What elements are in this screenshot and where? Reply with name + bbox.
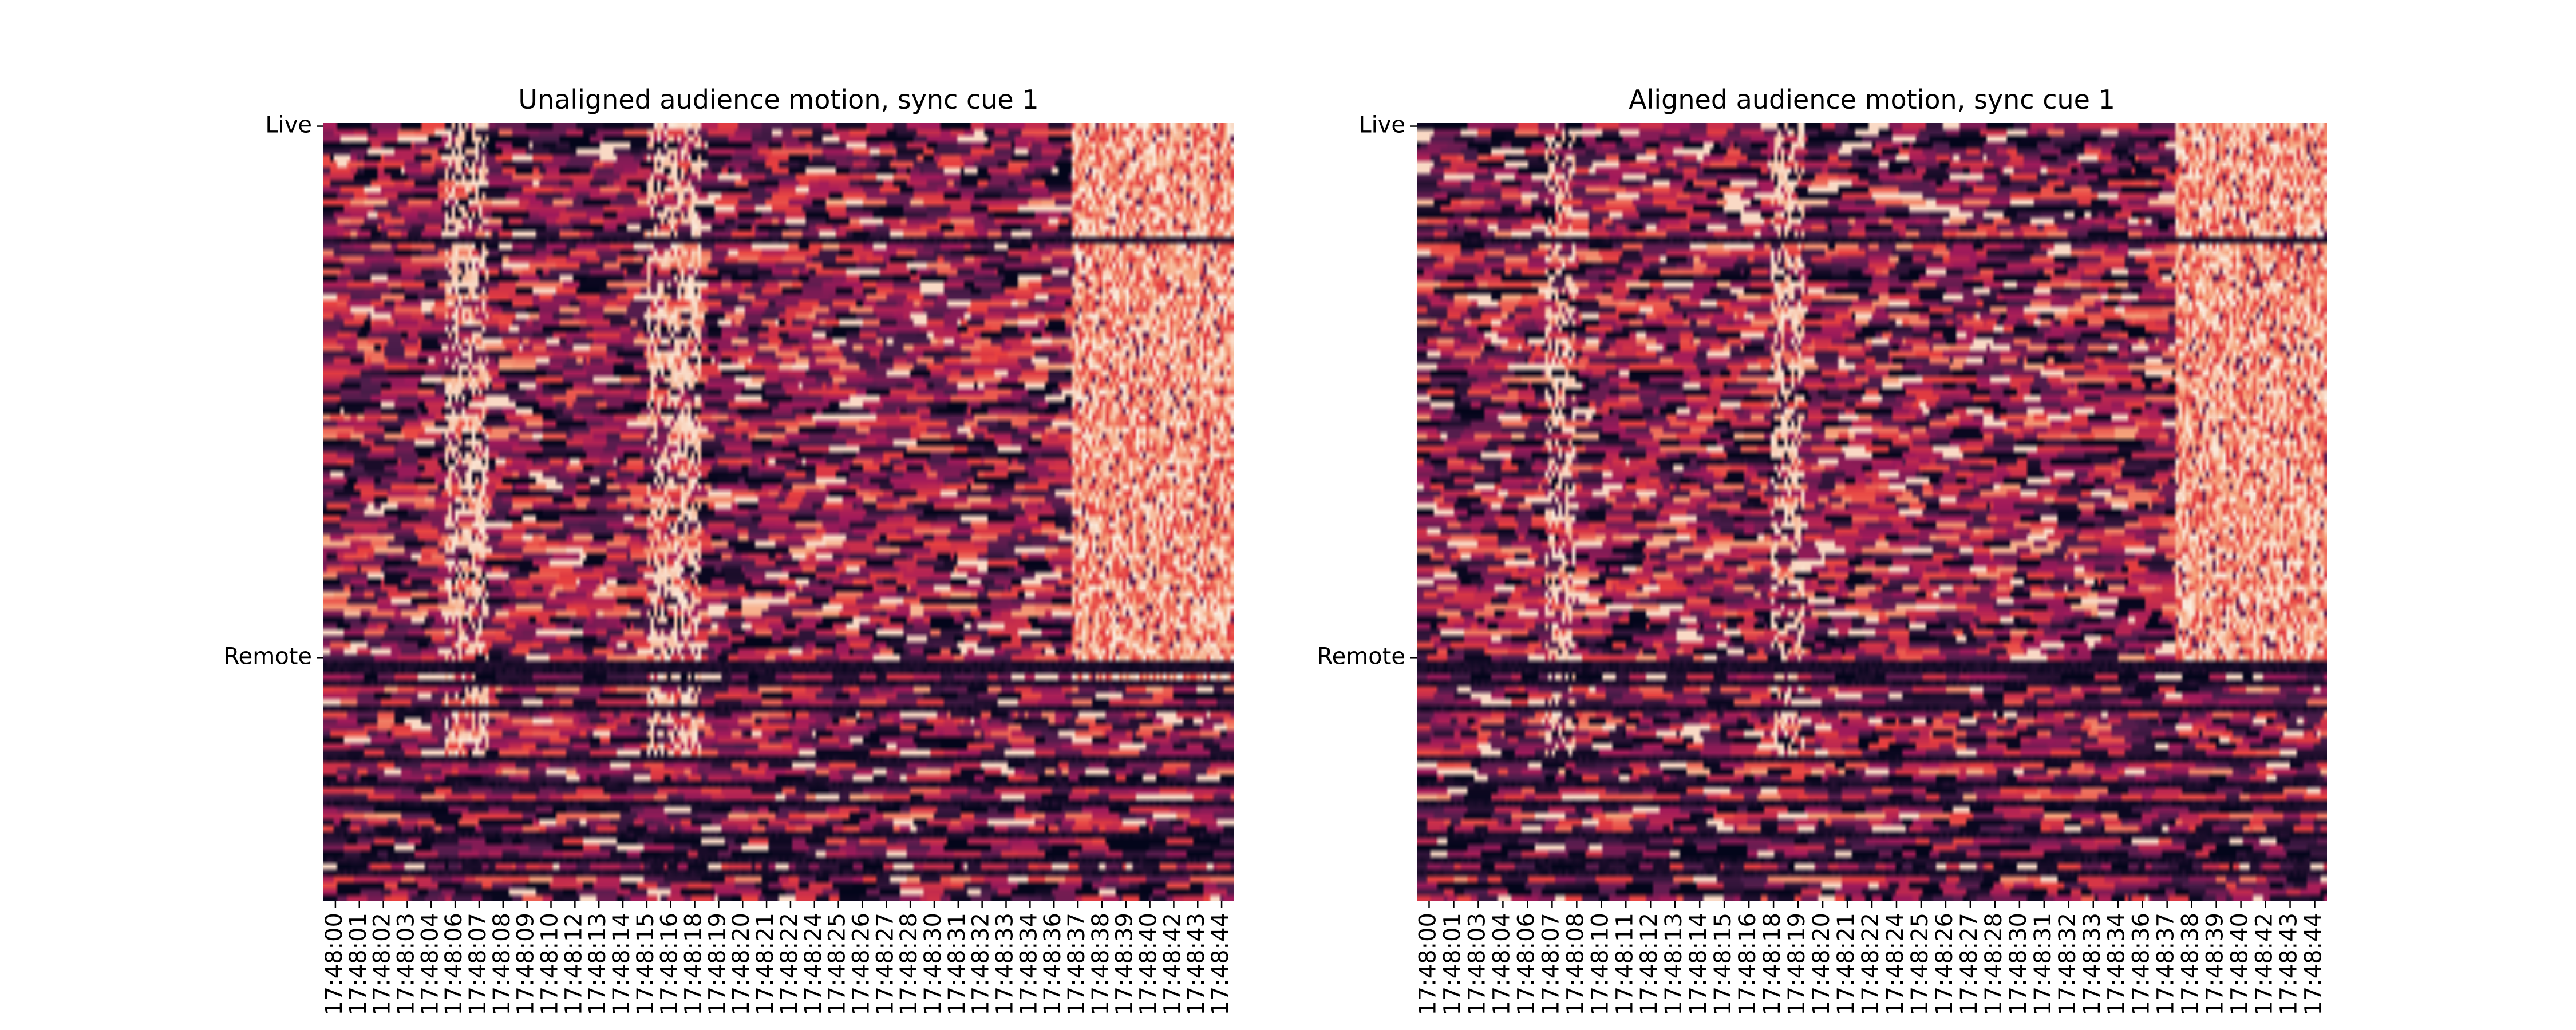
x-tick-label: 17:48:39 [2202, 913, 2229, 1016]
x-tick-label: 17:48:13 [584, 913, 611, 1016]
x-tick-label: 17:48:38 [1088, 913, 1114, 1016]
x-tick-label: 17:48:00 [321, 913, 347, 1016]
x-tick-label: 17:48:01 [345, 913, 372, 1016]
x-tick-label: 17:48:42 [1159, 913, 1186, 1016]
x-tick-label: 17:48:25 [1907, 913, 1933, 1016]
x-tick-label: 17:48:15 [1710, 913, 1736, 1016]
heatmap-panel-aligned: Aligned audience motion, sync cue 1 Live… [1317, 84, 2327, 1016]
x-tick-label: 17:48:21 [752, 913, 779, 1016]
x-tick-label: 17:48:30 [2005, 913, 2032, 1016]
x-tick-label: 17:48:01 [1439, 913, 1465, 1016]
x-tick-label: 17:48:09 [513, 913, 539, 1016]
chart-title: Unaligned audience motion, sync cue 1 [518, 84, 1038, 115]
x-tick-label: 17:48:32 [2055, 913, 2081, 1016]
chart-title: Aligned audience motion, sync cue 1 [1629, 84, 2115, 115]
x-tick-label: 17:48:36 [1040, 913, 1066, 1016]
x-tick-label: 17:48:32 [968, 913, 994, 1016]
x-tick-label: 17:48:03 [393, 913, 419, 1016]
x-tick-label: 17:48:25 [824, 913, 851, 1016]
x-tick-label: 17:48:33 [2079, 913, 2105, 1016]
heatmap-panel-unaligned: Unaligned audience motion, sync cue 1 Li… [224, 84, 1234, 1016]
x-tick-label: 17:48:26 [848, 913, 874, 1016]
y-tick-label: Remote [224, 643, 312, 670]
x-axis: 17:48:0017:48:0117:48:0217:48:0317:48:04… [321, 901, 1234, 1016]
x-axis: 17:48:0017:48:0117:48:0317:48:0417:48:06… [1415, 901, 2327, 1016]
x-tick-label: 17:48:12 [560, 913, 587, 1016]
x-tick-label: 17:48:31 [944, 913, 970, 1016]
heatmap-cells [1417, 123, 2327, 901]
x-tick-label: 17:48:22 [1858, 913, 1884, 1016]
y-tick-label: Live [1358, 112, 1405, 138]
x-tick-label: 17:48:15 [633, 913, 659, 1016]
x-tick-label: 17:48:00 [1415, 913, 1441, 1016]
x-tick-label: 17:48:37 [2153, 913, 2179, 1016]
y-axis: Live Remote [1317, 112, 1417, 670]
x-tick-label: 17:48:19 [1784, 913, 1810, 1016]
x-tick-label: 17:48:26 [1931, 913, 1958, 1016]
x-tick-label: 17:48:24 [800, 913, 827, 1016]
x-tick-label: 17:48:27 [872, 913, 898, 1016]
x-tick-label: 17:48:04 [417, 913, 443, 1016]
x-tick-label: 17:48:34 [1016, 913, 1042, 1016]
x-tick-label: 17:48:43 [2276, 913, 2302, 1016]
x-tick-label: 17:48:10 [1587, 913, 1613, 1016]
x-tick-label: 17:48:07 [465, 913, 491, 1016]
x-tick-label: 17:48:18 [681, 913, 707, 1016]
x-tick-label: 17:48:20 [1808, 913, 1835, 1016]
x-tick-label: 17:48:20 [728, 913, 754, 1016]
x-tick-label: 17:48:43 [1183, 913, 1210, 1016]
x-tick-label: 17:48:33 [992, 913, 1018, 1016]
x-tick-label: 17:48:10 [537, 913, 563, 1016]
y-tick-label: Live [265, 112, 312, 138]
x-tick-label: 17:48:03 [1464, 913, 1490, 1016]
heatmap-cells [323, 123, 1234, 901]
x-tick-label: 17:48:06 [441, 913, 467, 1016]
x-tick-label: 17:48:14 [1685, 913, 1712, 1016]
x-tick-label: 17:48:40 [2227, 913, 2253, 1016]
x-tick-label: 17:48:04 [1488, 913, 1515, 1016]
y-tick-label: Remote [1317, 643, 1405, 670]
x-tick-label: 17:48:28 [896, 913, 922, 1016]
x-tick-label: 17:48:24 [1882, 913, 1909, 1016]
x-tick-label: 17:48:34 [2104, 913, 2130, 1016]
x-tick-label: 17:48:30 [920, 913, 946, 1016]
x-tick-label: 17:48:14 [609, 913, 635, 1016]
x-tick-label: 17:48:36 [2128, 913, 2155, 1016]
x-tick-label: 17:48:02 [369, 913, 396, 1016]
x-tick-label: 17:48:27 [1956, 913, 1982, 1016]
x-tick-label: 17:48:08 [1562, 913, 1589, 1016]
x-tick-label: 17:48:13 [1661, 913, 1687, 1016]
x-tick-label: 17:48:39 [1112, 913, 1138, 1016]
x-tick-label: 17:48:18 [1759, 913, 1785, 1016]
x-tick-label: 17:48:31 [2030, 913, 2056, 1016]
x-tick-label: 17:48:37 [1064, 913, 1090, 1016]
x-tick-label: 17:48:08 [489, 913, 515, 1016]
x-tick-label: 17:48:40 [1136, 913, 1162, 1016]
x-tick-label: 17:48:06 [1513, 913, 1539, 1016]
x-tick-label: 17:48:44 [1207, 913, 1234, 1016]
x-tick-label: 17:48:07 [1538, 913, 1564, 1016]
x-tick-label: 17:48:38 [2178, 913, 2204, 1016]
x-tick-label: 17:48:16 [1735, 913, 1761, 1016]
x-tick-label: 17:48:44 [2301, 913, 2327, 1016]
x-tick-label: 17:48:28 [1981, 913, 2007, 1016]
y-axis: Live Remote [224, 112, 323, 670]
x-tick-label: 17:48:16 [657, 913, 683, 1016]
x-tick-label: 17:48:11 [1611, 913, 1638, 1016]
x-tick-label: 17:48:21 [1833, 913, 1859, 1016]
x-tick-label: 17:48:42 [2251, 913, 2278, 1016]
x-tick-label: 17:48:12 [1636, 913, 1662, 1016]
x-tick-label: 17:48:19 [704, 913, 730, 1016]
x-tick-label: 17:48:22 [776, 913, 803, 1016]
